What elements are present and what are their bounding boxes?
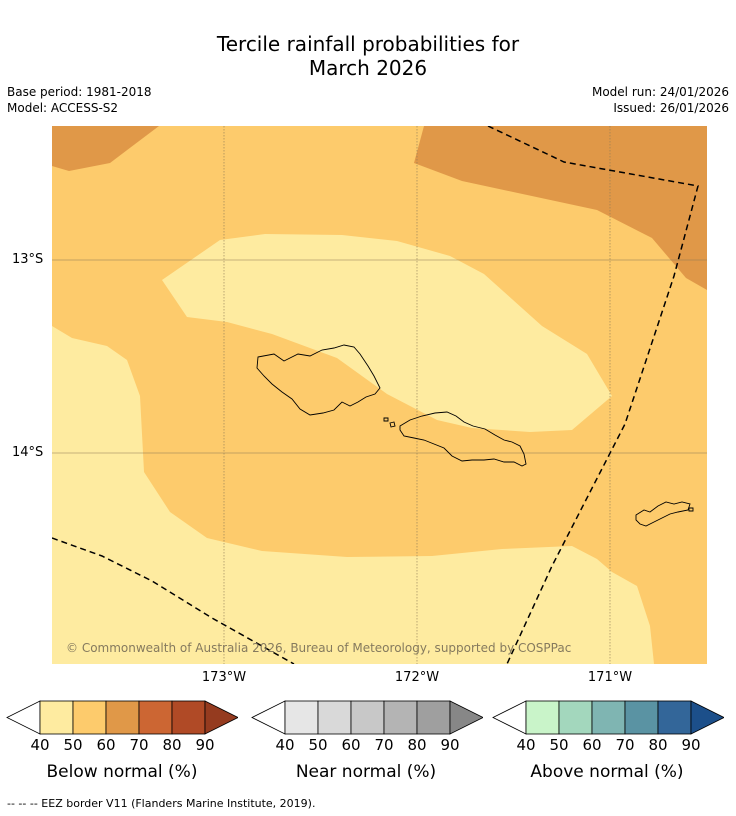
near-normal-colorbar-over-triangle xyxy=(449,700,483,735)
near-normal-tick-40: 40 xyxy=(275,736,295,754)
near-normal-colorbar-segment-40-50 xyxy=(284,700,319,735)
band-60-70-region-northeast xyxy=(414,126,707,290)
below-normal-tick-40: 40 xyxy=(30,736,50,754)
near-normal-tick-90: 90 xyxy=(440,736,460,754)
below-normal-colorbar-over-triangle xyxy=(204,700,238,735)
below-normal-colorbar-under-triangle xyxy=(6,700,41,735)
above-normal-colorbar-segment-70-80 xyxy=(624,700,659,735)
eez-border xyxy=(52,126,699,664)
below-normal-label: Below normal (%) xyxy=(46,762,198,782)
near-normal-label: Near normal (%) xyxy=(295,762,437,782)
above-normal-colorbar xyxy=(492,700,724,735)
savaii-island-coast xyxy=(256,344,381,416)
upolu-island-coast xyxy=(399,411,527,467)
lat-label-14s: 14°S xyxy=(12,445,44,460)
below-normal-tick-80: 80 xyxy=(162,736,182,754)
eez-border-southwest xyxy=(52,537,295,664)
below-normal-tick-70: 70 xyxy=(129,736,149,754)
below-normal-tick-50: 50 xyxy=(63,736,83,754)
above-normal-colorbar-segment-60-70 xyxy=(591,700,626,735)
map-title-line-2: March 2026 xyxy=(308,56,428,80)
above-normal-tick-70: 70 xyxy=(615,736,635,754)
near-normal-colorbar-under-triangle xyxy=(251,700,286,735)
tutuila-island-coast xyxy=(635,501,691,527)
copyright-notice: © Commonwealth of Australia 2026, Bureau… xyxy=(66,641,572,655)
below-normal-colorbar-segment-80-90 xyxy=(171,700,206,735)
below-normal-tick-60: 60 xyxy=(96,736,116,754)
near-normal-colorbar-segment-80-90 xyxy=(416,700,451,735)
above-normal-label: Above normal (%) xyxy=(530,762,684,782)
lon-label-173w: 173°W xyxy=(201,670,247,685)
above-normal-tick-50: 50 xyxy=(549,736,569,754)
below-normal-colorbar-segment-70-80 xyxy=(138,700,173,735)
eez-footnote: -- -- -- EEZ border V11 (Flanders Marine… xyxy=(7,797,316,810)
above-normal-colorbar-segment-40-50 xyxy=(525,700,560,735)
eez-border-east xyxy=(487,126,699,664)
near-normal-colorbar-segment-50-60 xyxy=(317,700,352,735)
below-normal-tick-90: 90 xyxy=(195,736,215,754)
above-normal-colorbar-under-triangle xyxy=(492,700,527,735)
near-normal-colorbar-segment-60-70 xyxy=(350,700,385,735)
graticule xyxy=(52,126,707,664)
lon-label-171w: 171°W xyxy=(587,670,633,685)
above-normal-tick-80: 80 xyxy=(648,736,668,754)
band-60-70-region-northwest xyxy=(52,126,159,171)
rainfall-probability-map xyxy=(52,126,707,664)
above-normal-colorbar-over-triangle xyxy=(690,700,724,735)
near-normal-tick-70: 70 xyxy=(374,736,394,754)
below-normal-colorbar-segment-50-60 xyxy=(72,700,107,735)
near-normal-tick-50: 50 xyxy=(308,736,328,754)
above-normal-tick-90: 90 xyxy=(681,736,701,754)
coastlines xyxy=(256,344,694,527)
model-run-text: Model run: 24/01/2026 xyxy=(591,85,729,99)
near-normal-colorbar-segment-70-80 xyxy=(383,700,418,735)
manono-island-coast xyxy=(389,421,396,428)
lat-label-13s: 13°S xyxy=(12,252,44,267)
above-normal-tick-40: 40 xyxy=(516,736,536,754)
above-normal-tick-60: 60 xyxy=(582,736,602,754)
near-normal-tick-60: 60 xyxy=(341,736,361,754)
aunuu-island-coast xyxy=(688,507,694,512)
lon-label-172w: 172°W xyxy=(394,670,440,685)
below-normal-colorbar-segment-40-50 xyxy=(39,700,74,735)
issued-text: Issued: 26/01/2026 xyxy=(613,101,729,115)
base-period-text: Base period: 1981-2018 xyxy=(7,85,152,99)
near-normal-colorbar xyxy=(251,700,483,735)
above-normal-colorbar-segment-50-60 xyxy=(558,700,593,735)
band-40-50-region-southwest xyxy=(52,326,654,664)
below-normal-colorbar-segment-60-70 xyxy=(105,700,140,735)
below-normal-colorbar xyxy=(6,700,238,735)
above-normal-colorbar-segment-80-90 xyxy=(657,700,692,735)
map-title-line-1: Tercile rainfall probabilities for xyxy=(216,32,520,56)
model-text: Model: ACCESS-S2 xyxy=(7,101,119,115)
apolima-island-coast xyxy=(383,417,389,422)
near-normal-tick-80: 80 xyxy=(407,736,427,754)
band-40-50-region-central xyxy=(162,234,612,432)
